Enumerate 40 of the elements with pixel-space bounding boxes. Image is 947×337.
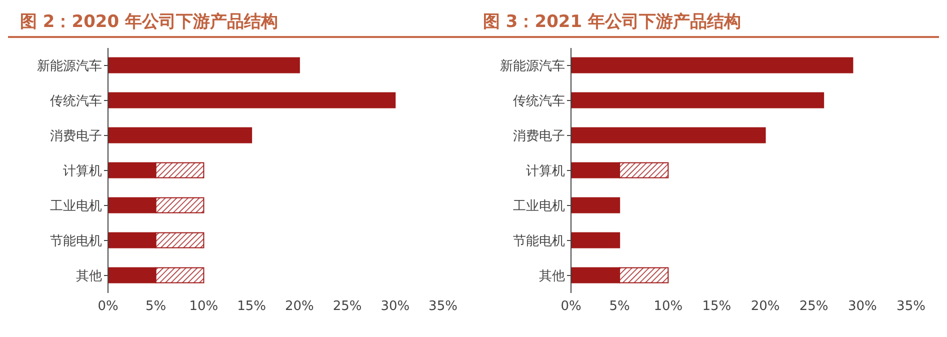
bar <box>571 197 620 214</box>
y-tick-label: 新能源汽车 <box>37 59 102 74</box>
y-tick-label: 传统汽车 <box>513 94 565 110</box>
x-tick-label: 5% <box>609 299 630 314</box>
chart-title: 图 2：2020 年公司下游产品结构 <box>8 8 471 38</box>
x-tick-label: 30% <box>848 299 877 314</box>
x-tick-label: 15% <box>702 299 732 314</box>
x-tick-label: 10% <box>189 299 218 314</box>
bar <box>571 127 766 144</box>
y-tick-label: 节能电机 <box>50 234 102 250</box>
y-tick-label: 消费电子 <box>50 129 102 144</box>
y-tick-label: 工业电机 <box>50 199 102 214</box>
y-tick-label: 新能源汽车 <box>500 59 565 74</box>
x-tick-label: 0% <box>560 299 582 314</box>
x-tick-label: 25% <box>799 299 828 314</box>
y-tick-label: 工业电机 <box>513 199 565 214</box>
x-tick-label: 30% <box>380 299 410 314</box>
x-tick-label: 25% <box>332 299 362 314</box>
bar <box>571 232 620 248</box>
y-tick-label: 消费电子 <box>513 129 565 144</box>
y-tick-label: 计算机 <box>526 164 565 180</box>
bar <box>108 127 252 144</box>
bar <box>108 57 300 74</box>
bar <box>108 92 396 108</box>
x-tick-label: 15% <box>237 299 266 314</box>
y-tick-label: 传统汽车 <box>50 94 102 110</box>
x-tick-label: 35% <box>428 299 458 314</box>
x-tick-label: 10% <box>654 299 683 314</box>
chart-title: 图 3：2021 年公司下游产品结构 <box>471 8 939 38</box>
x-tick-label: 5% <box>146 299 166 314</box>
y-tick-label: 其他 <box>539 269 565 284</box>
y-tick-label: 计算机 <box>63 164 102 180</box>
y-tick-label: 其他 <box>76 269 102 284</box>
x-tick-label: 20% <box>750 299 780 314</box>
x-tick-label: 20% <box>284 299 314 314</box>
bar <box>571 92 824 108</box>
x-tick-label: 0% <box>98 299 118 314</box>
y-tick-label: 节能电机 <box>513 234 565 250</box>
x-tick-label: 35% <box>896 299 926 314</box>
bar <box>571 57 854 74</box>
